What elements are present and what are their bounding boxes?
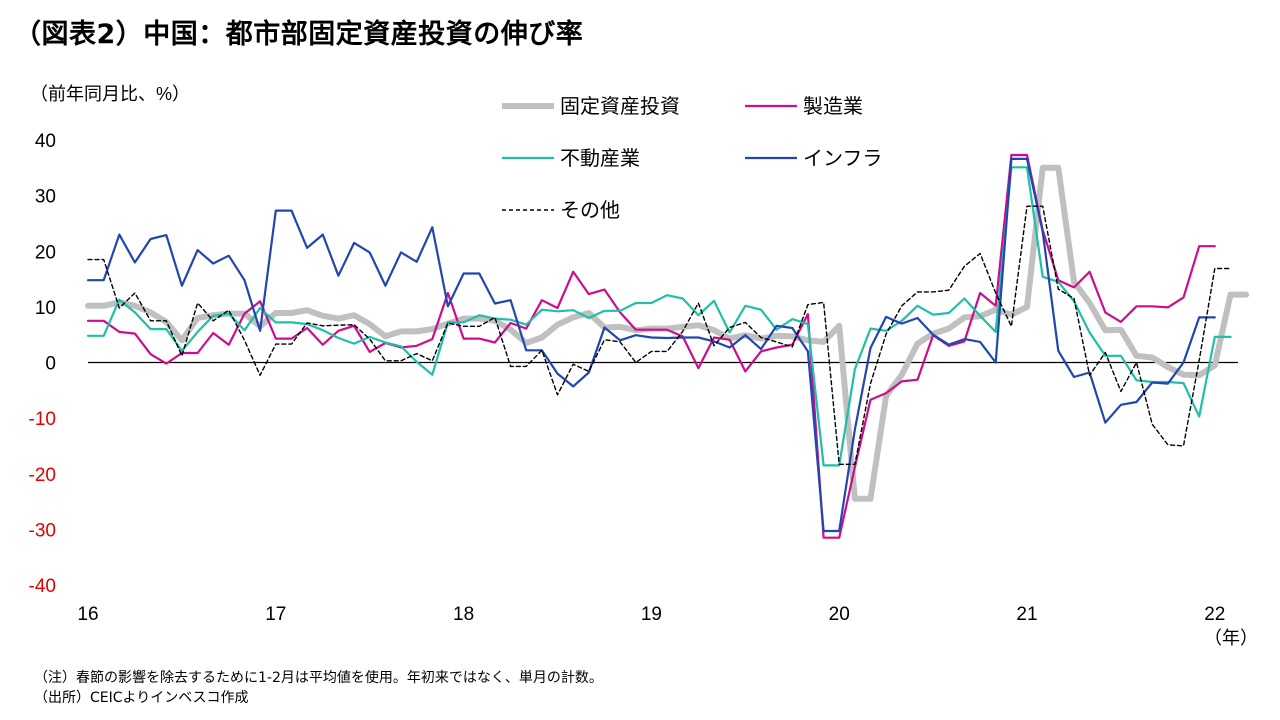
y-tick-label: 30	[35, 187, 56, 208]
series-line-3	[86, 157, 1216, 533]
source-text: （出所）CEICよりインベスコ作成	[34, 690, 249, 706]
line-chart: 40 30 20 10 0 -10 -20 -30 -40 16 17 18 19 20 21 22 （前年…	[29, 84, 1258, 648]
x-tick-label: 21	[1016, 604, 1037, 625]
note-text: （注）春節の影響を除去するために1-2月は平均値を使用。年初来ではなく、単月の計…	[34, 670, 603, 686]
x-axis-unit-label: （年）	[1204, 628, 1258, 648]
footnotes: （注）春節の影響を除去するために1-2月は平均値を使用。年初来ではなく、単月の計…	[34, 668, 603, 708]
x-tick-label: 18	[453, 604, 474, 625]
y-axis-label: （前年同月比、%）	[30, 84, 190, 104]
page-title: （図表2）中国：都市部固定資産投資の伸び率	[14, 19, 584, 50]
legend-label-0: 固定資産投資	[560, 95, 680, 118]
legend-label-2: 不動産業	[560, 147, 640, 170]
y-tick-label: 20	[35, 242, 56, 263]
y-tick-label: 40	[35, 131, 56, 152]
y-tick-label: 10	[35, 298, 56, 319]
series-line-0	[85, 164, 1250, 502]
series-lines	[85, 153, 1250, 539]
y-tick-label: -30	[29, 520, 56, 541]
y-tick-label: 0	[45, 354, 56, 375]
x-tick-label: 20	[829, 604, 850, 625]
series-line-1	[86, 153, 1216, 539]
x-tick-label: 19	[641, 604, 662, 625]
x-tick-label: 17	[265, 604, 286, 625]
y-tick-label: -20	[29, 465, 56, 486]
series-line-2	[86, 166, 1232, 467]
legend-label-1: 製造業	[803, 95, 863, 118]
y-tick-label: -40	[29, 576, 56, 597]
y-axis-ticks: 40 30 20 10 0 -10 -20 -30 -40	[29, 131, 56, 597]
legend-label-3: インフラ	[803, 148, 882, 170]
x-tick-label: 22	[1204, 604, 1225, 625]
legend-label-4: その他	[560, 199, 620, 222]
x-tick-label: 16	[77, 604, 98, 625]
series-line-4	[87, 205, 1232, 465]
x-axis-ticks: 16 17 18 19 20 21 22	[77, 604, 1225, 625]
y-tick-label: -10	[29, 409, 56, 430]
